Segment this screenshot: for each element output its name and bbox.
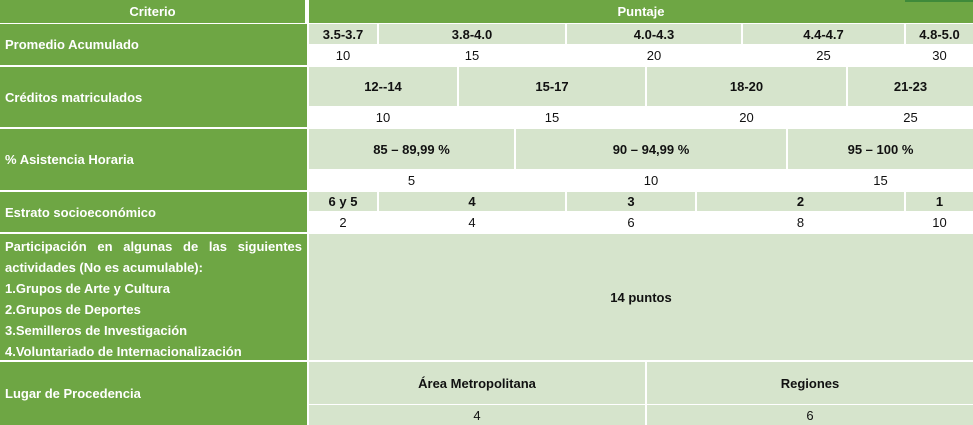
asistencia-range: 95 – 100 %	[788, 129, 973, 169]
asistencia-points: 5	[309, 170, 514, 190]
promedio-range: 4.4-4.7	[743, 24, 904, 44]
estrato-range: 3	[567, 192, 695, 211]
criterion-promedio: Promedio Acumulado	[0, 24, 307, 65]
estrato-points: 10	[906, 212, 973, 232]
creditos-points: 15	[459, 107, 645, 127]
estrato-range: 1	[906, 192, 973, 211]
estrato-range: 4	[379, 192, 565, 211]
creditos-range: 12--14	[309, 67, 457, 106]
asistencia-range: 85 – 89,99 %	[309, 129, 514, 169]
estrato-points: 8	[697, 212, 904, 232]
estrato-points: 6	[567, 212, 695, 232]
accent-bar	[905, 0, 973, 2]
promedio-points: 20	[567, 45, 741, 65]
estrato-range: 2	[697, 192, 904, 211]
puntaje-header: Puntaje	[309, 0, 973, 23]
lugar-points: 6	[647, 405, 973, 425]
estrato-points: 4	[379, 212, 565, 232]
lugar-range: Regiones	[647, 362, 973, 404]
participacion-item: 3.Semilleros de Investigación	[5, 323, 188, 338]
criterion-lugar: Lugar de Procedencia	[0, 362, 307, 425]
asistencia-points: 15	[788, 170, 973, 190]
creditos-points: 25	[848, 107, 973, 127]
estrato-range: 6 y 5	[309, 192, 377, 211]
criterion-participacion: Participación en algunas de las siguient…	[0, 234, 307, 360]
promedio-points: 10	[309, 45, 377, 65]
asistencia-range: 90 – 94,99 %	[516, 129, 786, 169]
lugar-points: 4	[309, 405, 645, 425]
creditos-points: 20	[647, 107, 846, 127]
participacion-item: 2.Grupos de Deportes	[5, 302, 141, 317]
participacion-line: Participación en algunas de las siguient…	[5, 239, 302, 254]
criterion-asistencia: % Asistencia Horaria	[0, 129, 307, 190]
promedio-points: 25	[743, 45, 904, 65]
lugar-range: Área Metropolitana	[309, 362, 645, 404]
promedio-range: 3.8-4.0	[379, 24, 565, 44]
participacion-item: 4.Voluntariado de Internacionalización	[5, 344, 242, 359]
creditos-range: 15-17	[459, 67, 645, 106]
promedio-points: 30	[906, 45, 973, 65]
asistencia-points: 10	[516, 170, 786, 190]
estrato-points: 2	[309, 212, 377, 232]
criterion-creditos: Créditos matriculados	[0, 67, 307, 127]
criterio-header: Criterio	[0, 0, 307, 23]
participacion-item: 1.Grupos de Arte y Cultura	[5, 281, 170, 296]
creditos-range: 21-23	[848, 67, 973, 106]
creditos-points: 10	[309, 107, 457, 127]
participacion-line: actividades (No es acumulable):	[5, 260, 203, 275]
participacion-points: 14 puntos	[309, 234, 973, 360]
promedio-range: 3.5-3.7	[309, 24, 377, 44]
creditos-range: 18-20	[647, 67, 846, 106]
promedio-range: 4.8-5.0	[906, 24, 973, 44]
criterion-estrato: Estrato socioeconómico	[0, 192, 307, 232]
promedio-points: 15	[379, 45, 565, 65]
promedio-range: 4.0-4.3	[567, 24, 741, 44]
